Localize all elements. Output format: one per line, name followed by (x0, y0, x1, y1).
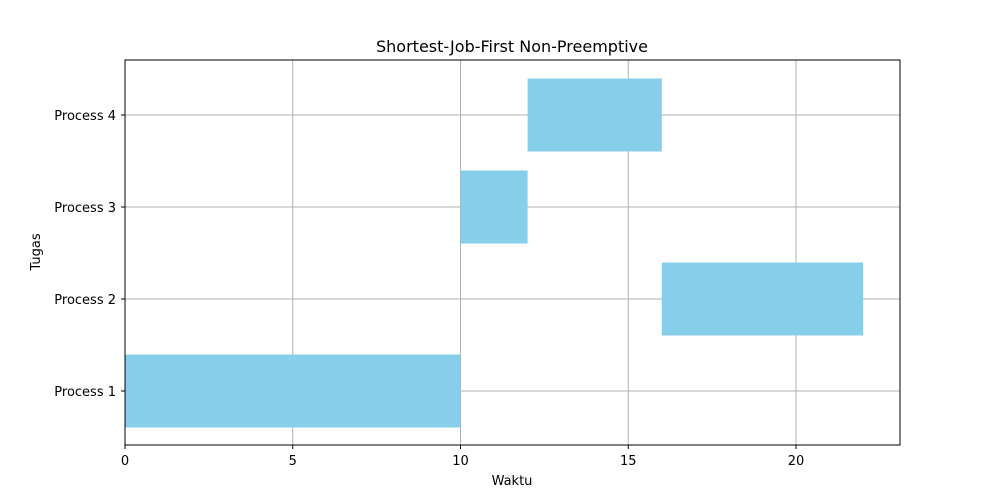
gantt-bar (125, 354, 461, 428)
x-tick-label: 10 (452, 454, 469, 469)
chart-title: Shortest-Job-First Non-Preemptive (376, 37, 648, 56)
bar-layer (125, 78, 864, 428)
y-tick-label: Process 2 (54, 293, 116, 308)
gantt-bar (460, 170, 528, 244)
gantt-bar (661, 262, 864, 336)
y-tick-label: Process 4 (54, 109, 116, 124)
gantt-bar (527, 78, 662, 152)
x-tick-label: 5 (289, 454, 297, 469)
x-axis-label: Waktu (492, 474, 533, 489)
plot-frame (124, 59, 901, 446)
y-tick-label: Process 3 (54, 201, 116, 216)
tick-layer: 0 5 10 15 20 Process 1 Process 2 Process 3 Proce… (54, 109, 804, 469)
y-axis-label: Tugas (29, 233, 44, 271)
x-tick-label: 0 (121, 454, 129, 469)
x-tick-label: 20 (788, 454, 805, 469)
x-tick-label: 15 (620, 454, 637, 469)
y-tick-label: Process 1 (54, 385, 116, 400)
